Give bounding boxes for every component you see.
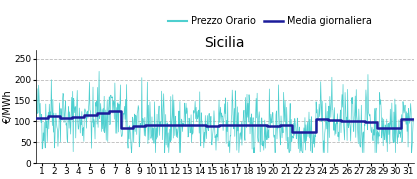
Y-axis label: €/MWh: €/MWh [3,90,13,124]
Title: Sicilia: Sicilia [204,36,245,50]
Legend: Prezzo Orario, Media giornaliera: Prezzo Orario, Media giornaliera [164,12,376,30]
